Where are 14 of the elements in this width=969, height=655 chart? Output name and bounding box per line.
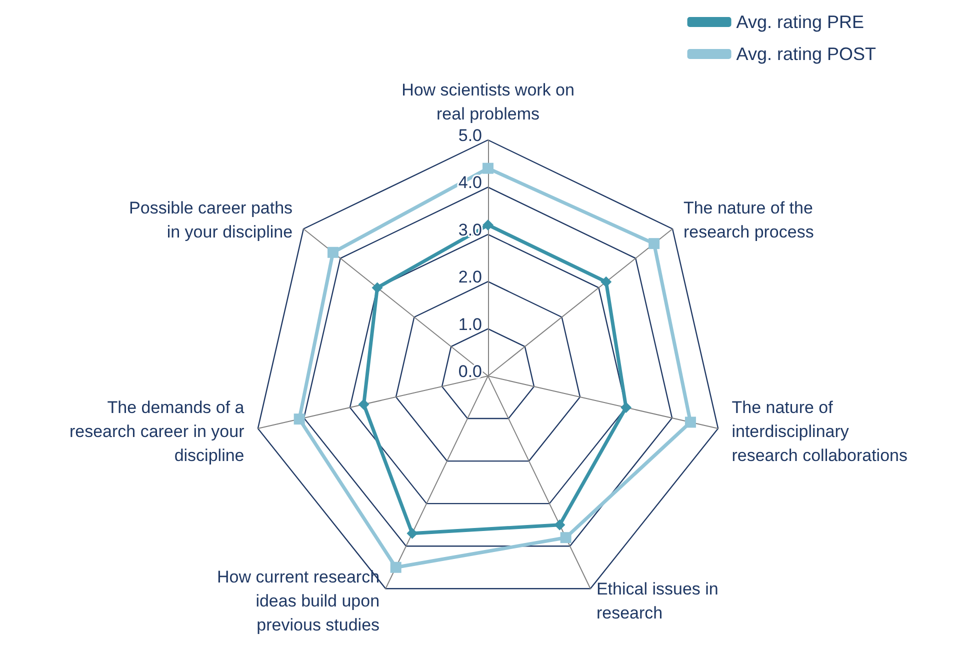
legend-label: Avg. rating PRE	[736, 12, 864, 32]
legend-label: Avg. rating POST	[736, 44, 876, 64]
spoke-label: How current research ideas build upon previous studies	[217, 568, 380, 635]
spoke-label: The demands of a research career in your discipline	[69, 398, 245, 466]
spoke-label: Possible career paths in your discipline	[129, 198, 293, 242]
spoke-label: The nature of the research process	[683, 198, 814, 242]
y-tick-label: 1.0	[458, 314, 482, 334]
y-tick-label: 4.0	[458, 173, 482, 192]
y-tick-label: 2.0	[458, 268, 482, 287]
y-tick-label: 5.0	[458, 126, 482, 145]
spoke-label: The nature of interdisciplinary research collaborations	[732, 398, 908, 466]
spoke-label: How scientists work on real problems	[402, 80, 574, 124]
y-tick-label: 0.0	[458, 362, 482, 381]
spoke-label: Ethical issues in research	[596, 580, 718, 623]
